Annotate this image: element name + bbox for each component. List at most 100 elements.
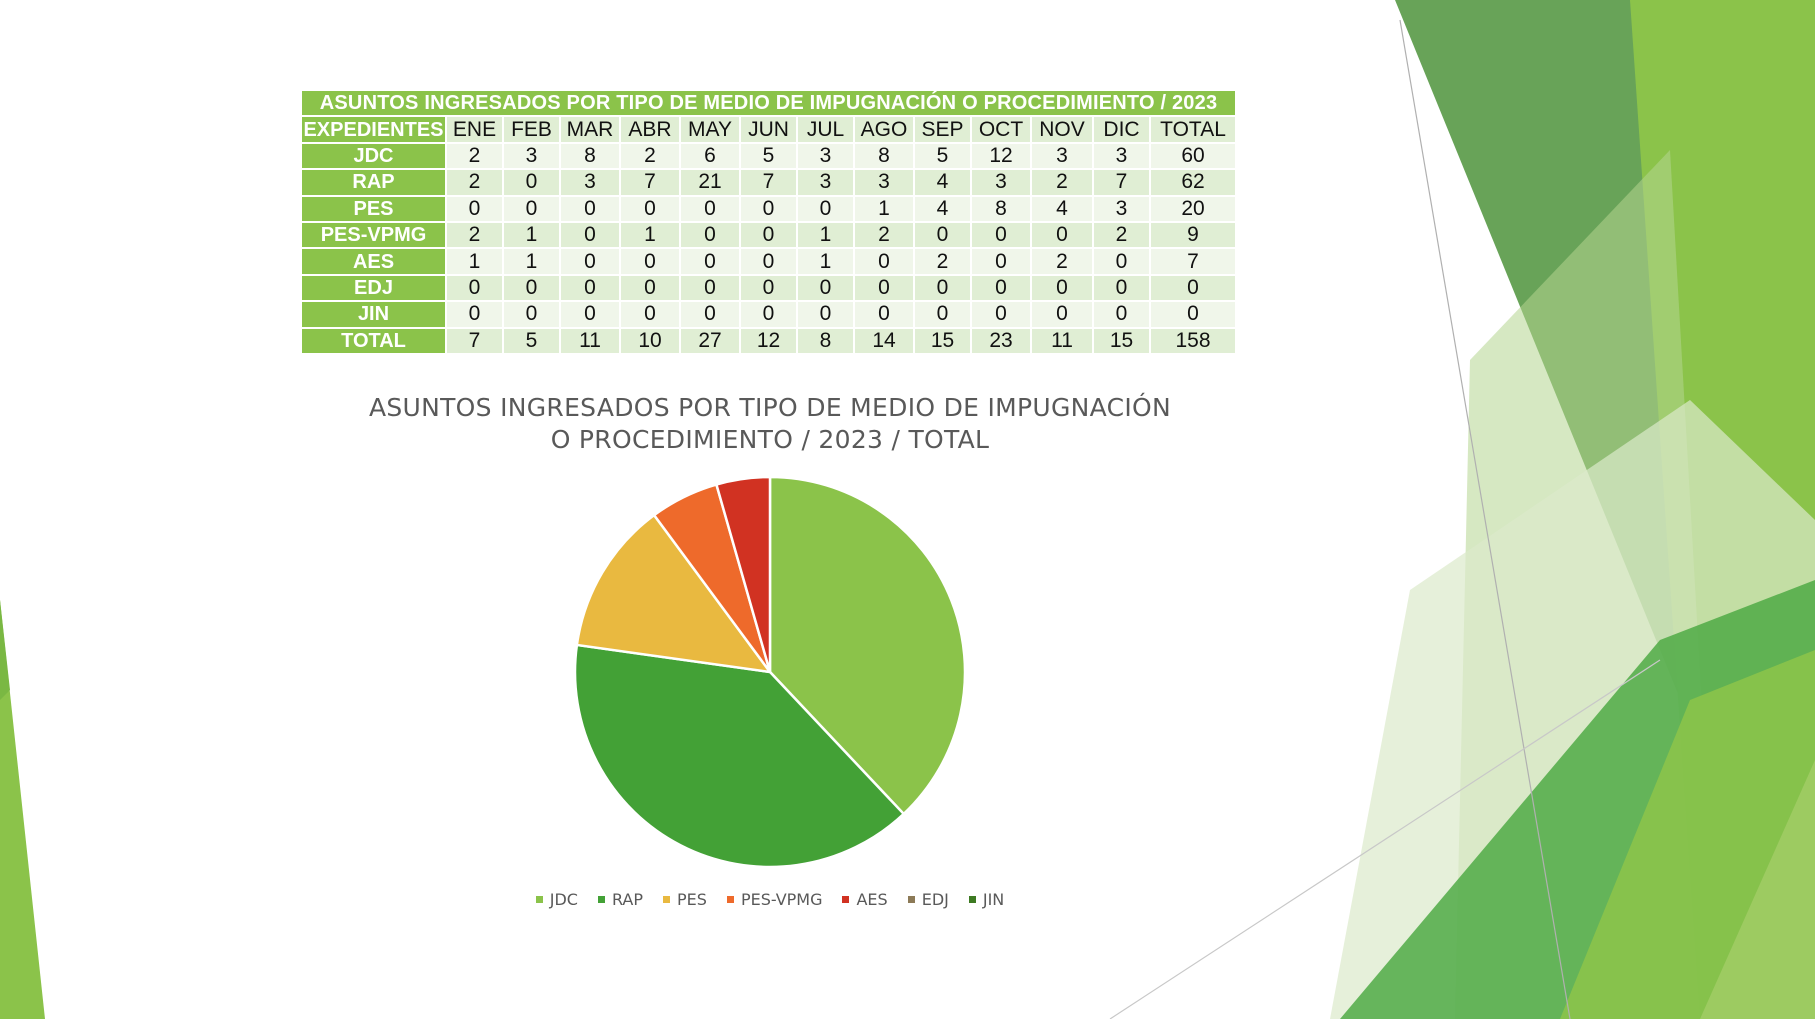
table-cell: 0: [739, 247, 798, 276]
table-row: RAP 2 0 3 7 21 7 3 3 4 3 2 7 62: [300, 168, 1238, 197]
legend-swatch: [535, 896, 543, 903]
table-cell: 3: [559, 168, 621, 197]
table-cell: 0: [1148, 273, 1238, 303]
table-cell: 3: [502, 141, 561, 171]
table-cell: 5: [913, 141, 972, 171]
table-cell: 8: [970, 194, 1032, 223]
table-cell: 0: [619, 300, 681, 329]
table-cell: 0: [739, 300, 798, 329]
table-cell: 0: [619, 273, 681, 303]
legend-item-aes: AES: [842, 890, 888, 909]
column-header: SEP: [913, 115, 972, 144]
table-cell: 2: [445, 220, 504, 250]
table-cell: 0: [913, 273, 972, 303]
column-header: FEB: [502, 115, 561, 144]
table-row: TOTAL 7 5 11 10 27 12 8 14 15 23 11 15 158: [300, 326, 1238, 355]
table-cell: 11: [1030, 326, 1094, 355]
row-label: RAP: [300, 168, 447, 197]
table-cell: 0: [970, 220, 1032, 250]
table-row: PES-VPMG 2 1 0 1 0 0 1 2 0 0 0 2 9: [300, 220, 1238, 250]
table-cell: 0: [1030, 220, 1094, 250]
table-cell: 0: [739, 273, 798, 303]
table-cell: 27: [679, 326, 741, 355]
legend-label: PES-VPMG: [740, 890, 823, 909]
table-cell: 8: [796, 326, 855, 355]
table-cell: 0: [502, 194, 561, 223]
chart-legend: JDC RAP PES PES-VPMG AES EDJ JIN: [440, 890, 1100, 909]
table-cell: 0: [679, 220, 741, 250]
table-cell: 2: [1030, 247, 1094, 276]
table-cell: 3: [853, 168, 915, 197]
table-cell: 0: [739, 194, 798, 223]
table-cell: 20: [1148, 194, 1238, 223]
row-label: EDJ: [300, 273, 447, 303]
chart-title-line-2: O PROCEDIMIENTO / 2023 / TOTAL: [550, 425, 990, 454]
table-cell: 0: [1148, 300, 1238, 329]
table-cell: 7: [1148, 247, 1238, 276]
deco-left-shape: [0, 600, 45, 1019]
table-cell: 0: [679, 273, 741, 303]
table-cell: 0: [559, 194, 621, 223]
column-header: AGO: [853, 115, 915, 144]
table-cell: 1: [619, 220, 681, 250]
legend-swatch: [842, 896, 850, 903]
column-header: MAR: [559, 115, 621, 144]
row-label: TOTAL: [300, 326, 447, 355]
column-header: JUN: [739, 115, 798, 144]
legend-swatch: [968, 896, 976, 903]
table-cell: 0: [445, 273, 504, 303]
table-cell: 1: [796, 247, 855, 276]
table-cell: 1: [502, 220, 561, 250]
table-cell: 0: [1030, 273, 1094, 303]
column-header: EXPEDIENTES: [300, 115, 447, 144]
row-label: JDC: [300, 141, 447, 171]
table-cell: 5: [502, 326, 561, 355]
legend-item-jin: JIN: [968, 890, 1004, 909]
legend-item-rap: RAP: [597, 890, 643, 909]
table-cell: 2: [619, 141, 681, 171]
table-row: JDC 2 3 8 2 6 5 3 8 5 12 3 3 60: [300, 141, 1238, 171]
legend-item-jdc: JDC: [535, 890, 578, 909]
table-cell: 7: [1092, 168, 1151, 197]
table-cell: 7: [739, 168, 798, 197]
legend-swatch: [663, 896, 671, 903]
legend-label: PES: [677, 890, 707, 909]
table-cell: 3: [796, 168, 855, 197]
table-cell: 5: [739, 141, 798, 171]
table-cell: 0: [559, 273, 621, 303]
table-row: AES 1 1 0 0 0 0 1 0 2 0 2 0 7: [300, 247, 1238, 276]
table-cell: 60: [1148, 141, 1238, 171]
deco-left-accent: [0, 600, 10, 700]
table-cell: 0: [559, 300, 621, 329]
table-cell: 4: [913, 168, 972, 197]
pie-slice-jdc: [768, 475, 967, 816]
table-cell: 10: [619, 326, 681, 355]
table-cell: 0: [1030, 300, 1094, 329]
table-cell: 12: [970, 141, 1032, 171]
table-cell: 0: [913, 300, 972, 329]
column-header: MAY: [679, 115, 741, 144]
column-header: ENE: [445, 115, 504, 144]
table-cell: 23: [970, 326, 1032, 355]
table-cell: 0: [445, 300, 504, 329]
table-cell: 6: [679, 141, 741, 171]
table-cell: 9: [1148, 220, 1238, 250]
table-cell: 0: [853, 300, 915, 329]
table-cell: 2: [853, 220, 915, 250]
legend-swatch: [597, 896, 605, 903]
table-cell: 0: [970, 300, 1032, 329]
chart-title-line-1: ASUNTOS INGRESADOS POR TIPO DE MEDIO DE …: [368, 393, 1172, 422]
table-cell: 7: [445, 326, 504, 355]
table-cell: 0: [502, 300, 561, 329]
table-cell: 2: [445, 168, 504, 197]
table-cell: 4: [1030, 194, 1094, 223]
table-title: ASUNTOS INGRESADOS POR TIPO DE MEDIO DE …: [299, 88, 1238, 118]
table-cell: 2: [1030, 168, 1094, 197]
column-header: NOV: [1030, 115, 1094, 144]
pie-slice-rap: [573, 643, 906, 869]
table-cell: 2: [913, 247, 972, 276]
table-cell: 7: [619, 168, 681, 197]
table-cell: 15: [913, 326, 972, 355]
table-cell: 0: [853, 273, 915, 303]
